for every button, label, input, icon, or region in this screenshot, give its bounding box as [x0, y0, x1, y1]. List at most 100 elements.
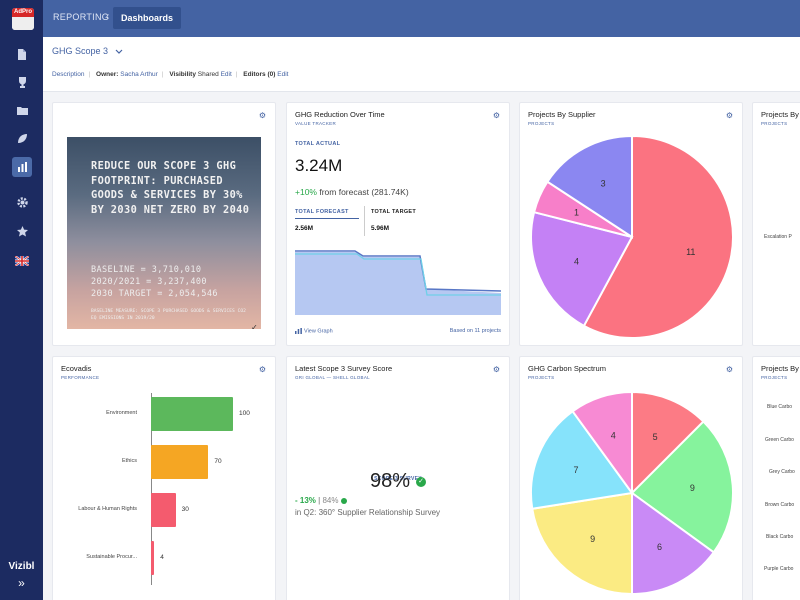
pie-slice[interactable]: [631, 491, 716, 596]
dashboard-name: GHG Scope 3: [52, 46, 109, 56]
star-icon[interactable]: [12, 221, 32, 241]
total-actual-value: 3.24M: [295, 156, 343, 175]
previous-score: 84%: [322, 496, 339, 505]
card-subtitle: VALUE TRACKER: [295, 121, 336, 126]
owner-name[interactable]: Sacha Arthur: [120, 71, 158, 78]
pie-slice-label: 11: [686, 247, 695, 257]
bar-category-label: Ethics: [122, 458, 137, 464]
editors-label: Editors (0): [243, 71, 276, 78]
card-subtitle: GRI GLOBAL — SHELL GLOBAL: [295, 375, 370, 380]
brand-name: Vizibl: [8, 561, 35, 572]
pie-slice[interactable]: [530, 210, 634, 328]
forecast-change: +10% from forecast (281.74K): [295, 187, 409, 197]
top-bar: REPORTING ‹ Dashboards: [43, 0, 800, 37]
forecast-area: [295, 252, 501, 315]
total-target-value: 5.96M: [371, 225, 390, 232]
pie-slice-label: 1: [574, 208, 579, 218]
trophy-icon[interactable]: [12, 72, 32, 92]
goal-current: 2020/2021 = 3,237,400: [91, 277, 207, 287]
bar[interactable]: [151, 397, 233, 431]
card-settings-icon[interactable]: ⚙: [258, 111, 266, 120]
card-title: Latest Scope 3 Survey Score: [295, 364, 393, 373]
partial-label: Blue Carbo: [767, 404, 793, 410]
card-settings-icon[interactable]: ⚙: [492, 111, 500, 120]
pie-slice[interactable]: [630, 420, 734, 554]
pie-slice-label: 5: [653, 432, 658, 442]
bar-category-label: Environment: [106, 410, 137, 416]
survey-score-card: Latest Scope 3 Survey Score GRI GLOBAL —…: [286, 356, 510, 600]
document-icon[interactable]: [12, 44, 32, 64]
partial-label: Grey Carbo: [769, 469, 795, 475]
pie-slice[interactable]: [530, 409, 634, 510]
chart-icon[interactable]: [12, 157, 32, 177]
company-logo[interactable]: AdPro: [12, 8, 34, 30]
pie-slice[interactable]: [531, 491, 633, 596]
checkmark-icon: ✓: [251, 323, 258, 329]
survey-change: - 13% | 84%: [295, 496, 347, 505]
survey-score: 98%: [370, 470, 411, 492]
card-title: Projects By: [761, 110, 799, 119]
gear-icon[interactable]: [12, 192, 32, 212]
bar[interactable]: [151, 541, 155, 575]
breadcrumb-reporting[interactable]: REPORTING: [53, 12, 110, 22]
pie-slice-label: 7: [574, 465, 579, 475]
card-title: GHG Reduction Over Time: [295, 110, 385, 119]
leaf-icon[interactable]: [12, 128, 32, 148]
bar[interactable]: [151, 445, 209, 479]
carbon-spectrum-card: GHG Carbon Spectrum PROJECTS ⚙ 5 9 6 9 7 4: [519, 356, 743, 600]
value-trend-chart: [295, 250, 501, 315]
bar[interactable]: [151, 493, 176, 527]
pie-slice-label: 4: [574, 256, 579, 266]
change-text: from forecast (281.74K): [319, 187, 409, 197]
total-actual-label: TOTAL ACTUAL: [295, 141, 341, 147]
projects-by-supplier-card: Projects By Supplier PROJECTS ⚙ 11 4 1 3: [519, 102, 743, 346]
pie-slice-label: 9: [690, 483, 695, 493]
bar-value-label: 30: [181, 506, 189, 513]
change-down: - 13%: [295, 496, 316, 505]
bar-axis: [151, 393, 152, 585]
visibility-edit-link[interactable]: Edit: [220, 71, 232, 78]
goal-headline: REDUCE OUR SCOPE 3 GHG FOOTPRINT: PURCHA…: [91, 160, 250, 216]
card-settings-icon[interactable]: ⚙: [258, 365, 266, 374]
bar-category-label: Sustainable Procur...: [86, 554, 137, 560]
tab-dashboards[interactable]: Dashboards: [113, 7, 182, 29]
card-settings-icon[interactable]: ⚙: [492, 365, 500, 374]
view-graph-link[interactable]: View Graph: [295, 328, 333, 334]
pie-slice[interactable]: [582, 134, 734, 339]
expand-sidebar-button[interactable]: »: [18, 576, 25, 590]
dashboard-selector[interactable]: GHG Scope 3: [52, 46, 123, 56]
total-forecast-label: TOTAL FORECAST: [295, 209, 349, 215]
folder-icon[interactable]: [12, 100, 32, 120]
projects-partial-card-bottom: Projects By PROJECTS Blue Carbo Green Ca…: [752, 356, 800, 600]
partial-label: Purple Carbo: [764, 566, 794, 572]
sidebar: AdPro Vizibl »: [0, 0, 43, 600]
pie-slice[interactable]: [631, 390, 705, 496]
card-settings-icon[interactable]: ⚙: [725, 365, 733, 374]
chevron-down-icon: [115, 49, 122, 54]
ecovadis-card: Ecovadis PERFORMANCE ⚙ Environment 100 Eth…: [52, 356, 276, 600]
editors-edit-link[interactable]: Edit: [277, 71, 289, 78]
target-line: [295, 253, 501, 296]
projects-partial-card-top: Projects By PROJECTS Escalation P: [752, 102, 800, 346]
card-title: Ecovadis: [61, 364, 92, 373]
card-settings-icon[interactable]: ⚙: [725, 111, 733, 120]
based-on-projects: Based on 11 projects: [449, 328, 501, 334]
uk-flag-icon[interactable]: [12, 251, 32, 271]
bar-value-label: 4: [160, 554, 164, 561]
pie-slice-label: 3: [601, 179, 606, 189]
change-pct: +10%: [295, 187, 317, 197]
total-forecast-value: 2.56M: [295, 225, 314, 232]
description-link[interactable]: Description: [52, 71, 85, 78]
partial-label: Escalation P: [764, 234, 792, 240]
pie-slice[interactable]: [546, 134, 633, 239]
view-graph-label: View Graph: [304, 328, 333, 335]
partial-label: Brown Carbo: [765, 502, 795, 508]
bar-category-label: Labour & Human Rights: [78, 506, 137, 512]
pie-slice[interactable]: [571, 390, 633, 497]
supplier-pie-chart: 11 4 1 3: [530, 134, 734, 339]
dashboard-meta: Description | Owner: Sacha Arthur | Visibi…: [52, 71, 289, 78]
visibility-value: Shared: [197, 71, 219, 78]
card-title: Projects By Supplier: [528, 110, 596, 119]
breadcrumb-separator: ‹: [106, 11, 110, 22]
card-subtitle: PERFORMANCE: [61, 375, 100, 380]
